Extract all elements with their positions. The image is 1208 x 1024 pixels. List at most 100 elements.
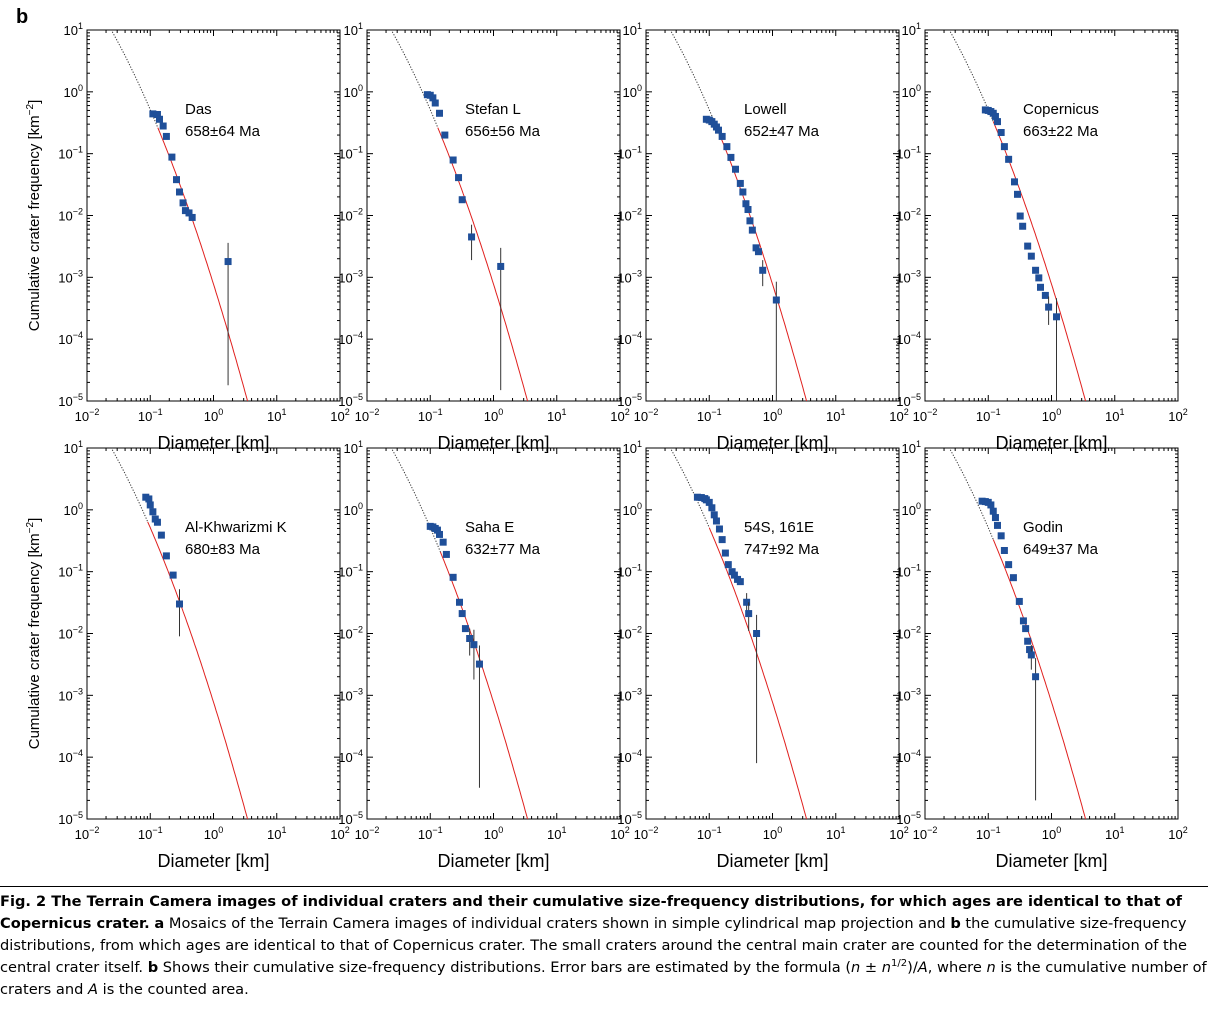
- extrapolation-line: [670, 31, 715, 122]
- y-tick-label: 101: [623, 439, 642, 456]
- data-point: [727, 153, 735, 161]
- y-tick-label: 101: [344, 439, 363, 456]
- y-tick-label: 100: [902, 501, 921, 518]
- x-tick-label: 100: [484, 825, 503, 842]
- y-tick-label: 10−1: [58, 563, 83, 580]
- x-tick-label: 100: [204, 407, 223, 424]
- x-tick-label: 101: [267, 825, 286, 842]
- data-point: [433, 526, 441, 534]
- data-point: [475, 660, 483, 668]
- y-tick-label: 100: [344, 83, 363, 100]
- data-point: [1010, 178, 1018, 186]
- crater-panel-saha-e: 10−2 10−1 100 101 102 101 100 10−1 10−2 10−3 10−4 1…: [338, 439, 629, 871]
- data-point: [224, 258, 232, 266]
- x-tick-label: 100: [763, 407, 782, 424]
- x-tick-label: 100: [204, 825, 223, 842]
- caption-b2-text: Shows their cumulative size-frequency di…: [158, 959, 852, 976]
- data-point: [175, 600, 183, 608]
- x-axis-label: Diameter [km]: [716, 851, 828, 871]
- extrapolation-line: [949, 31, 994, 122]
- x-tick-label: 101: [1105, 825, 1124, 842]
- caption-rule: [0, 886, 1208, 887]
- data-point: [712, 517, 720, 525]
- data-point: [752, 244, 760, 252]
- x-tick-label: 10−2: [634, 407, 659, 424]
- caption-n-var: n: [986, 959, 996, 976]
- data-point: [172, 176, 180, 184]
- figure-caption: Fig. 2 The Terrain Camera images of indi…: [0, 886, 1208, 1001]
- y-tick-label: 101: [623, 21, 642, 38]
- plot-frame: [86, 29, 341, 402]
- data-point: [742, 200, 750, 208]
- data-point: [997, 532, 1005, 540]
- caption-n-def: is the cumulative number of craters and: [0, 959, 1207, 998]
- y-tick-label: 10−2: [58, 625, 83, 642]
- data-point: [439, 538, 447, 546]
- data-point: [1000, 546, 1008, 554]
- data-point: [442, 550, 450, 558]
- y-axis-label: Cumulative crater frequency [km−2]: [25, 518, 43, 750]
- y-tick-label: 101: [64, 21, 83, 38]
- isochron-fit-line: [708, 527, 808, 819]
- data-point: [710, 511, 718, 519]
- x-tick-label: 10−1: [418, 407, 443, 424]
- y-tick-label: 10−1: [617, 563, 642, 580]
- crater-name-label: Stefan L: [465, 101, 521, 118]
- data-point: [987, 501, 995, 509]
- caption-title: Fig. 2 The Terrain Camera images of indi…: [0, 893, 1183, 932]
- data-point: [714, 126, 722, 134]
- plot-area: [391, 449, 529, 819]
- x-tick-label: 102: [330, 407, 349, 424]
- data-point: [449, 156, 457, 164]
- crater-name-label: Al-Khwarizmi K: [185, 519, 287, 536]
- data-point: [181, 207, 189, 215]
- data-point: [162, 552, 170, 560]
- data-point: [1005, 155, 1013, 163]
- data-point: [1016, 212, 1024, 220]
- caption-A-def: is the counted area.: [98, 981, 249, 998]
- y-tick-label: 10−3: [338, 268, 363, 285]
- crater-age-label: 747±92 Ma: [744, 541, 820, 558]
- x-tick-label: 101: [1105, 407, 1124, 424]
- data-point: [1013, 190, 1021, 198]
- extrapolation-line: [111, 449, 149, 523]
- crater-name-label: Saha E: [465, 519, 514, 536]
- data-point: [731, 165, 739, 173]
- y-tick-label: 101: [344, 21, 363, 38]
- y-tick-label: 100: [623, 83, 642, 100]
- data-point: [708, 504, 716, 512]
- data-point: [1041, 291, 1049, 299]
- data-point: [157, 531, 165, 539]
- y-tick-label: 10−1: [617, 145, 642, 162]
- data-point: [736, 179, 744, 187]
- data-point: [991, 514, 999, 522]
- data-point: [723, 143, 731, 151]
- data-point: [1015, 597, 1023, 605]
- x-tick-label: 100: [763, 825, 782, 842]
- y-tick-label: 10−3: [338, 686, 363, 703]
- crater-age-label: 658±64 Ma: [185, 123, 261, 140]
- plot-frame: [86, 447, 341, 820]
- plot-area: [111, 31, 249, 401]
- data-point: [168, 153, 176, 161]
- y-tick-label: 101: [64, 439, 83, 456]
- data-point: [1045, 303, 1053, 311]
- y-tick-label: 100: [344, 501, 363, 518]
- data-point: [1027, 651, 1035, 659]
- crater-name-label: 54S, 161E: [744, 519, 814, 536]
- crater-name-label: Das: [185, 101, 212, 118]
- x-tick-label: 10−1: [697, 825, 722, 842]
- y-tick-label: 10−1: [58, 145, 83, 162]
- x-tick-label: 101: [547, 407, 566, 424]
- data-point: [175, 188, 183, 196]
- isochron-fit-line: [437, 127, 529, 401]
- x-tick-label: 10−2: [913, 407, 938, 424]
- data-point: [991, 112, 999, 120]
- x-tick-label: 10−2: [355, 407, 380, 424]
- y-tick-label: 10−5: [896, 392, 921, 409]
- data-point: [718, 132, 726, 140]
- y-tick-label: 10−5: [617, 810, 642, 827]
- x-tick-label: 102: [1168, 825, 1187, 842]
- data-point: [435, 109, 443, 117]
- x-tick-label: 100: [484, 407, 503, 424]
